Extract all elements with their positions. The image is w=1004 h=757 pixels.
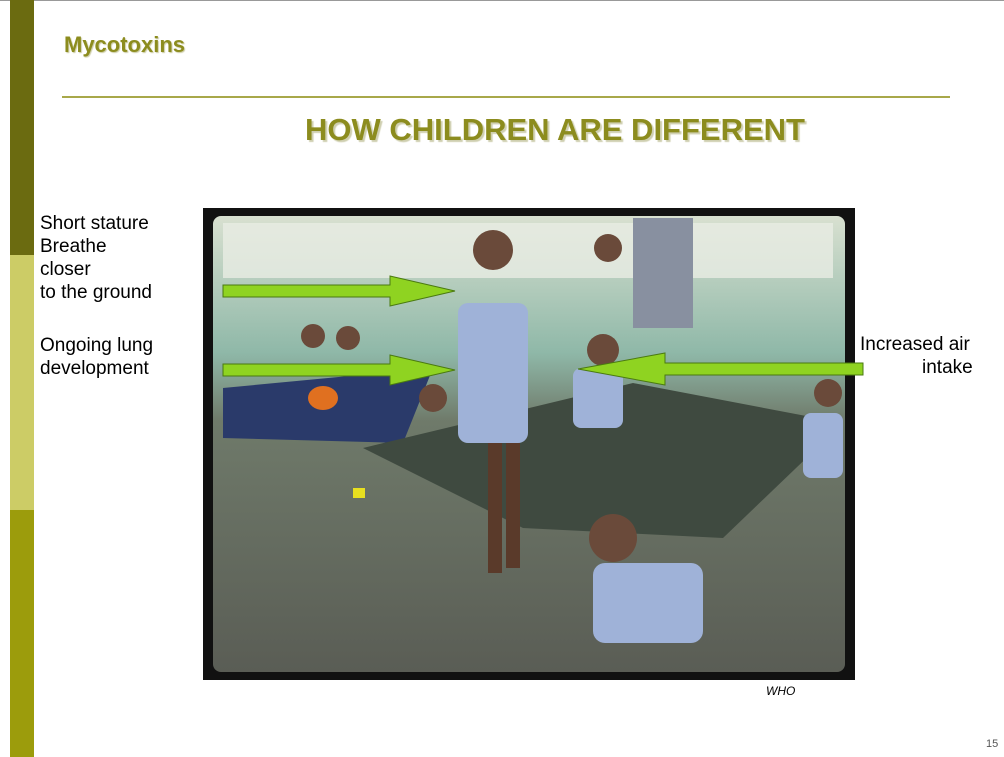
note-line: development xyxy=(40,357,153,380)
note-line: closer xyxy=(40,258,152,281)
note-line: intake xyxy=(860,356,1004,379)
note-line: Increased air xyxy=(860,333,1004,356)
slide-title: Mycotoxins xyxy=(64,32,185,58)
photo xyxy=(203,208,855,680)
top-border xyxy=(0,0,1004,1)
slide: Mycotoxins HOW CHILDREN ARE DIFFERENT Sh… xyxy=(0,0,1004,757)
side-bar-top xyxy=(10,0,34,255)
title-rule xyxy=(62,96,950,98)
note-line: to the ground xyxy=(40,281,152,304)
note-line: Breathe xyxy=(40,235,152,258)
note-lung: Ongoing lung development xyxy=(40,334,153,380)
heading: HOW CHILDREN ARE DIFFERENT xyxy=(120,112,990,148)
side-bar-middle xyxy=(10,255,34,510)
photo-credit: WHO xyxy=(766,684,795,698)
page-number: 15 xyxy=(986,738,998,750)
note-line: Short stature xyxy=(40,212,152,235)
side-bar-bottom xyxy=(10,510,34,757)
note-line: Ongoing lung xyxy=(40,334,153,357)
note-air-intake: Increased air intake xyxy=(860,333,1004,379)
note-short-stature: Short stature Breathe closer to the grou… xyxy=(40,212,152,304)
